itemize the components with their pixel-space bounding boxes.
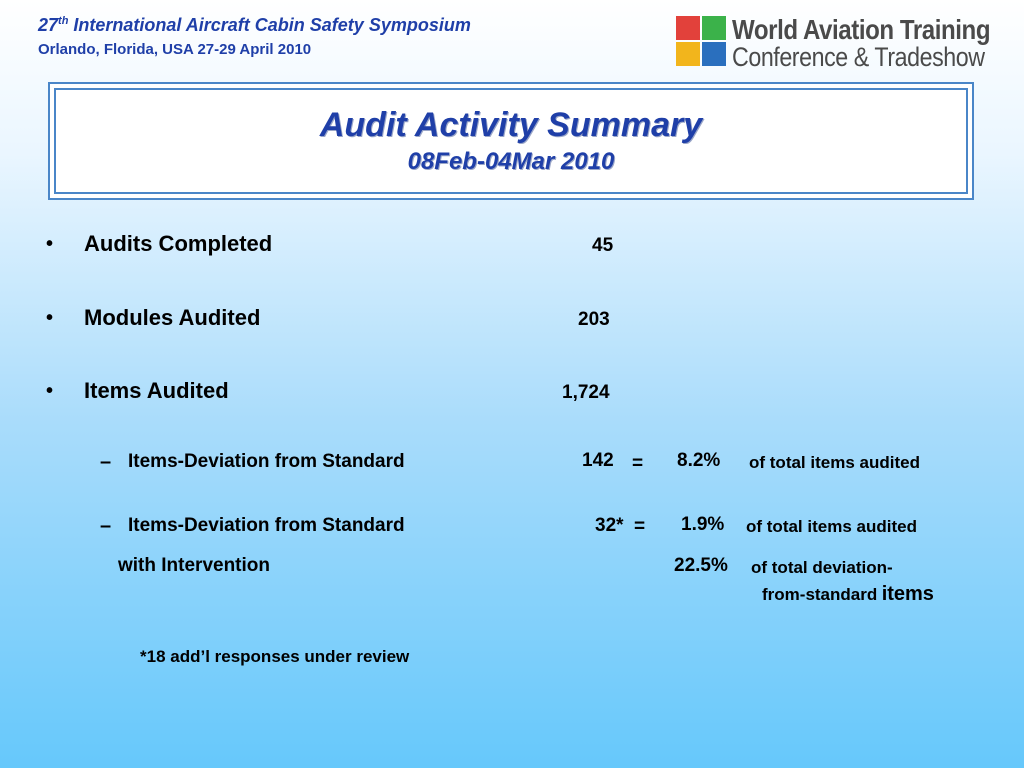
deviation-intervention-label: Items-Deviation from Standard xyxy=(128,515,405,536)
audits-completed-value: 45 xyxy=(592,235,614,256)
deviation-percent: 8.2% xyxy=(677,450,721,471)
logo-square-green xyxy=(702,16,726,40)
deviation-share-note-line2: from-standard items xyxy=(762,583,934,606)
audits-completed-label: Audits Completed xyxy=(84,231,273,256)
deviation-value: 142 xyxy=(582,450,614,471)
symposium-number: 27 xyxy=(38,15,59,35)
footnote: *18 add’l responses under review xyxy=(140,647,410,666)
deviation-intervention-percent: 1.9% xyxy=(681,514,725,535)
title-box-inner-border xyxy=(54,88,968,194)
modules-audited-label: Modules Audited xyxy=(84,305,261,330)
bullet-icon: • xyxy=(46,233,54,255)
slide-subtitle: 08Feb-04Mar 2010 xyxy=(407,148,615,175)
deviation-intervention-value: 32* xyxy=(595,515,624,536)
dash-icon: – xyxy=(100,451,112,473)
logo-line-1: World Aviation Training xyxy=(732,14,991,45)
symposium-title: 27th International Aircraft Cabin Safety… xyxy=(38,14,471,36)
symposium-suffix: th xyxy=(58,15,69,27)
deviation-label: Items-Deviation from Standard xyxy=(128,451,405,472)
deviation-equals: = xyxy=(632,453,644,474)
dash-icon: – xyxy=(100,515,112,537)
logo-square-yellow xyxy=(676,42,700,66)
slide-title: Audit Activity Summary xyxy=(319,106,703,144)
deviation-share-note: of total deviation- xyxy=(751,558,893,577)
wat-logo: World Aviation Training Conference & Tra… xyxy=(676,12,1024,72)
items-audited-label: Items Audited xyxy=(84,378,229,403)
deviation-share-percent: 22.5% xyxy=(674,555,728,576)
deviation-share-note-from: from-standard xyxy=(762,585,878,604)
modules-audited-value: 203 xyxy=(578,309,610,330)
bullet-icon: • xyxy=(46,380,54,402)
deviation-note: of total items audited xyxy=(749,453,920,472)
title-box: Audit Activity Summary 08Feb-04Mar 2010 xyxy=(48,82,974,200)
symposium-name: International Aircraft Cabin Safety Symp… xyxy=(68,15,471,35)
symposium-location: Orlando, Florida, USA 27-29 April 2010 xyxy=(38,41,312,58)
logo-line-2: Conference & Tradeshow xyxy=(732,42,985,72)
deviation-share-note-items: items xyxy=(881,583,934,605)
deviation-intervention-equals: = xyxy=(634,516,646,537)
bullet-icon: • xyxy=(46,307,54,329)
deviation-intervention-label-line2: with Intervention xyxy=(118,555,270,576)
logo-square-blue xyxy=(702,42,726,66)
logo-square-red xyxy=(676,16,700,40)
items-audited-value: 1,724 xyxy=(562,382,610,403)
deviation-intervention-note: of total items audited xyxy=(746,517,917,536)
